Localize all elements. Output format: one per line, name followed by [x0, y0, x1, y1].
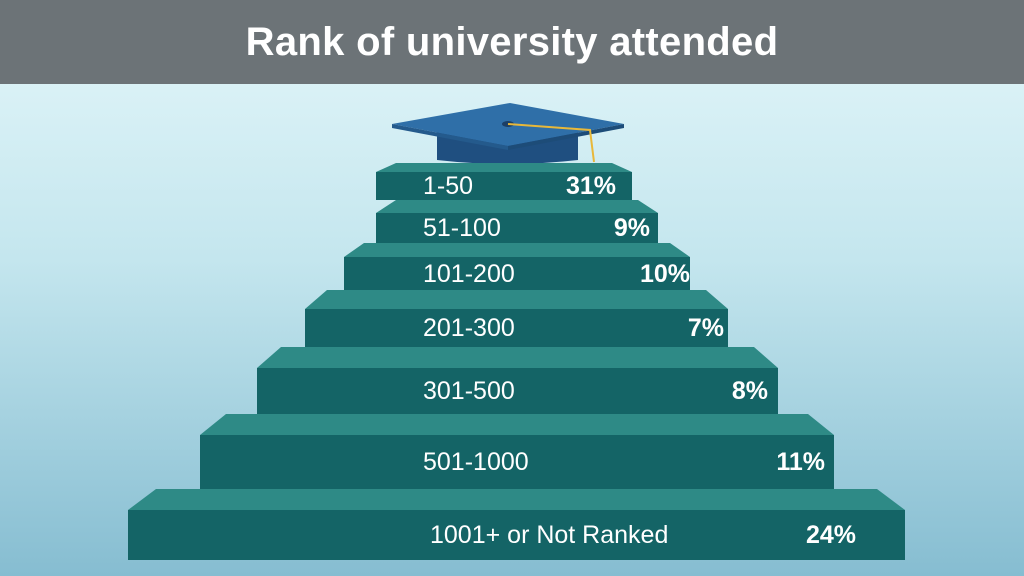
step-tread [344, 243, 690, 257]
step-tread [376, 163, 632, 172]
step-tread [305, 290, 728, 309]
header-bar: Rank of university attended [0, 0, 1024, 84]
step-riser [128, 510, 905, 560]
step-rank-label: 301-500 [423, 377, 515, 405]
step-percent-value: 9% [613, 214, 650, 242]
step-rank-label: 1001+ or Not Ranked [430, 521, 669, 549]
step-rank-label: 201-300 [423, 314, 515, 342]
step-percent-value: 8% [731, 377, 768, 405]
step-riser [257, 368, 778, 414]
step-riser [376, 172, 632, 200]
step-percent-value: 10% [639, 259, 690, 288]
step-rank-label: 101-200 [423, 259, 515, 288]
step-percent-value: 11% [776, 448, 825, 476]
step-tread [128, 489, 905, 510]
step-riser [200, 435, 834, 489]
step-rank-label: 501-1000 [423, 448, 529, 476]
step-percent-value: 24% [805, 521, 856, 549]
step-percent-value: 31% [565, 172, 616, 200]
step-rank-label: 51-100 [423, 214, 501, 242]
step-tread [200, 414, 834, 435]
step-tread [257, 347, 778, 368]
step-riser [344, 257, 690, 290]
graduation-cap-icon [392, 103, 624, 164]
step-percent-value: 7% [687, 314, 724, 342]
page-title: Rank of university attended [245, 19, 779, 64]
step-tread [376, 200, 658, 213]
step-rank-label: 1-50 [423, 172, 474, 200]
step-riser [305, 309, 728, 347]
step-riser [376, 213, 658, 243]
